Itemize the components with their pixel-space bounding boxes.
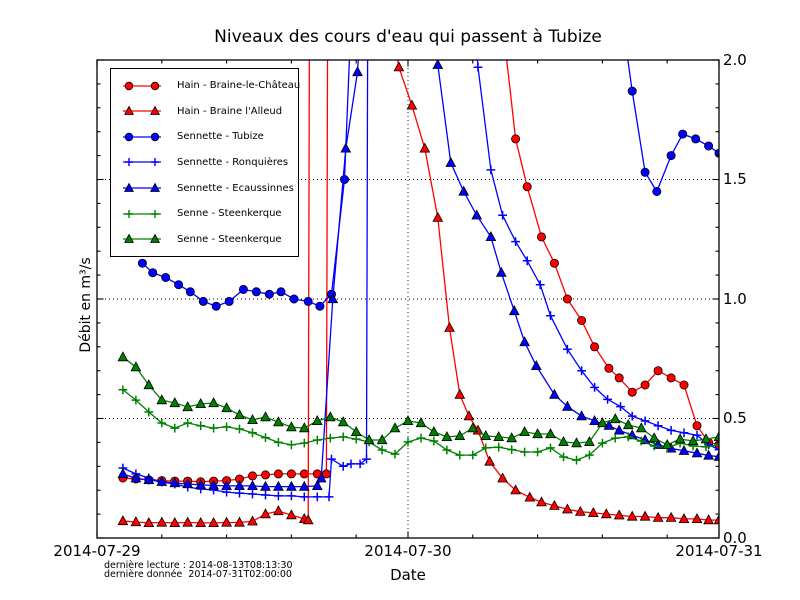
legend-label: Sennette - Ronquières xyxy=(177,156,289,168)
series-4 xyxy=(117,60,719,491)
legend-item: Senne - Steenkerque xyxy=(121,207,298,221)
legend-item: Sennette - Ecaussinnes xyxy=(121,181,298,195)
x-tick-label-2: 2014-07-31 xyxy=(675,542,763,560)
chart-title: Niveaux des cours d'eau qui passent à Tu… xyxy=(214,27,602,47)
y-tick-label-3: 1.5 xyxy=(723,170,747,188)
series-1 xyxy=(117,60,719,527)
y-tick-label-4: 2.0 xyxy=(723,51,747,69)
legend-marker-circle-icon xyxy=(123,132,161,142)
series-5 xyxy=(118,385,719,465)
legend-label: Sennette - Tubize xyxy=(177,131,264,143)
legend-item: Sennette - Tubize xyxy=(121,130,298,144)
legend-label: Hain - Braine l'Alleud xyxy=(177,105,283,117)
y-tick-label-2: 1.0 xyxy=(723,290,747,308)
x-tick-label-0: 2014-07-29 xyxy=(53,542,141,560)
legend-marker-triangle-icon xyxy=(123,105,161,116)
annotation-last-reading: dernière lecture : 2014-08-13T08:13:30 xyxy=(104,560,293,571)
legend-item: Hain - Braine l'Alleud xyxy=(121,104,298,118)
annotation-last-data: dernière donnée 2014-07-31T02:00:00 xyxy=(104,569,292,580)
legend-item: Sennette - Ronquières xyxy=(121,155,298,169)
y-tick-label-0: 0.0 xyxy=(723,529,747,547)
legend-label: Sennette - Ecaussinnes xyxy=(177,182,294,194)
x-tick-label-1: 2014-07-30 xyxy=(364,542,452,560)
y-tick-label-1: 0.5 xyxy=(723,409,747,427)
legend-label: Senne - Steenkerque xyxy=(177,208,282,220)
legend-marker-triangle-icon xyxy=(123,233,161,244)
y-axis-label: Débit en m³/s xyxy=(78,257,94,353)
legend-item: Senne - Steenkerque xyxy=(121,232,298,246)
legend-marker-circle-icon xyxy=(123,81,161,90)
series-2 xyxy=(137,60,719,311)
legend-label: Hain - Braine-le-Château xyxy=(177,80,301,92)
legend-marker-plus-icon xyxy=(123,209,161,218)
legend: Hain - Braine-le-Château Hain - Braine l'… xyxy=(110,68,301,257)
series-6 xyxy=(117,351,719,449)
legend-label: Senne - Steenkerque xyxy=(177,233,282,245)
legend-item: Hain - Braine-le-Château xyxy=(121,79,301,93)
legend-marker-plus-icon xyxy=(123,158,161,167)
legend-marker-triangle-icon xyxy=(123,182,161,192)
x-axis-label: Date xyxy=(390,566,426,584)
